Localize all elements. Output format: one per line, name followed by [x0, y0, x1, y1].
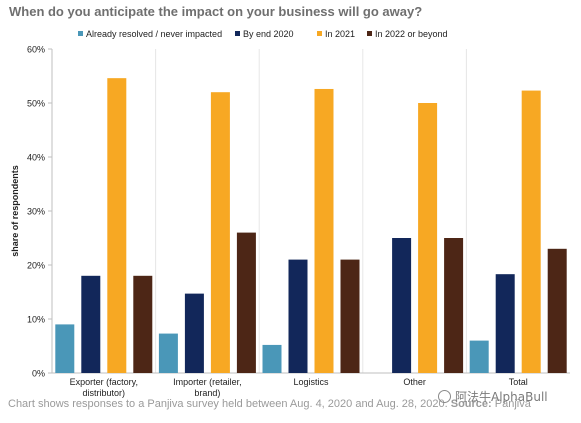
bar [184, 293, 204, 373]
x-tick-label: Total [509, 377, 528, 387]
chart-title: When do you anticipate the impact on you… [9, 4, 423, 19]
legend-label: Already resolved / never impacted [86, 29, 222, 39]
bar [547, 248, 567, 373]
legend-label: In 2021 [325, 29, 355, 39]
y-tick-label: 20% [27, 261, 45, 271]
bar [469, 340, 489, 373]
y-axis-label: share of respondents [10, 165, 20, 257]
x-tick-label: Logistics [293, 377, 329, 387]
legend-label: By end 2020 [243, 29, 294, 39]
y-tick-label: 10% [27, 315, 45, 325]
chart-footer: Chart shows responses to a Panjiva surve… [8, 398, 531, 410]
legend-swatch [367, 31, 372, 36]
y-tick-label: 50% [27, 99, 45, 109]
bar [392, 238, 412, 373]
bar [55, 324, 75, 373]
x-tick-label: Exporter (factory, distributor) [70, 377, 138, 398]
legend-label: In 2022 or beyond [375, 29, 448, 39]
bar [210, 92, 230, 373]
source-value: Panjiva [494, 398, 531, 410]
bar [418, 103, 438, 373]
bar [133, 275, 153, 373]
bar [340, 259, 360, 373]
x-tick-label: Other [403, 377, 426, 387]
y-tick-label: 60% [27, 45, 45, 55]
bar [262, 344, 282, 373]
watermark-text: 阿法牛AlphaBull [455, 390, 548, 404]
legend-swatch [317, 31, 322, 36]
footer-note: Chart shows responses to a Panjiva surve… [8, 398, 448, 410]
bar [444, 238, 464, 373]
bar [288, 259, 308, 373]
bar [521, 90, 541, 373]
bar [314, 88, 334, 374]
bar [495, 274, 515, 373]
watermark: 阿法牛AlphaBull [438, 388, 548, 405]
bar [158, 333, 178, 373]
y-tick-label: 40% [27, 153, 45, 163]
legend-swatch [78, 31, 83, 36]
source-label: Source: [450, 398, 492, 410]
wechat-icon [438, 390, 451, 403]
bar [81, 275, 101, 373]
y-tick-label: 0% [32, 369, 45, 379]
bar [236, 232, 256, 373]
bar [107, 78, 127, 373]
x-tick-label: Importer (retailer, brand) [173, 377, 242, 398]
y-tick-label: 30% [27, 207, 45, 217]
legend-swatch [235, 31, 240, 36]
